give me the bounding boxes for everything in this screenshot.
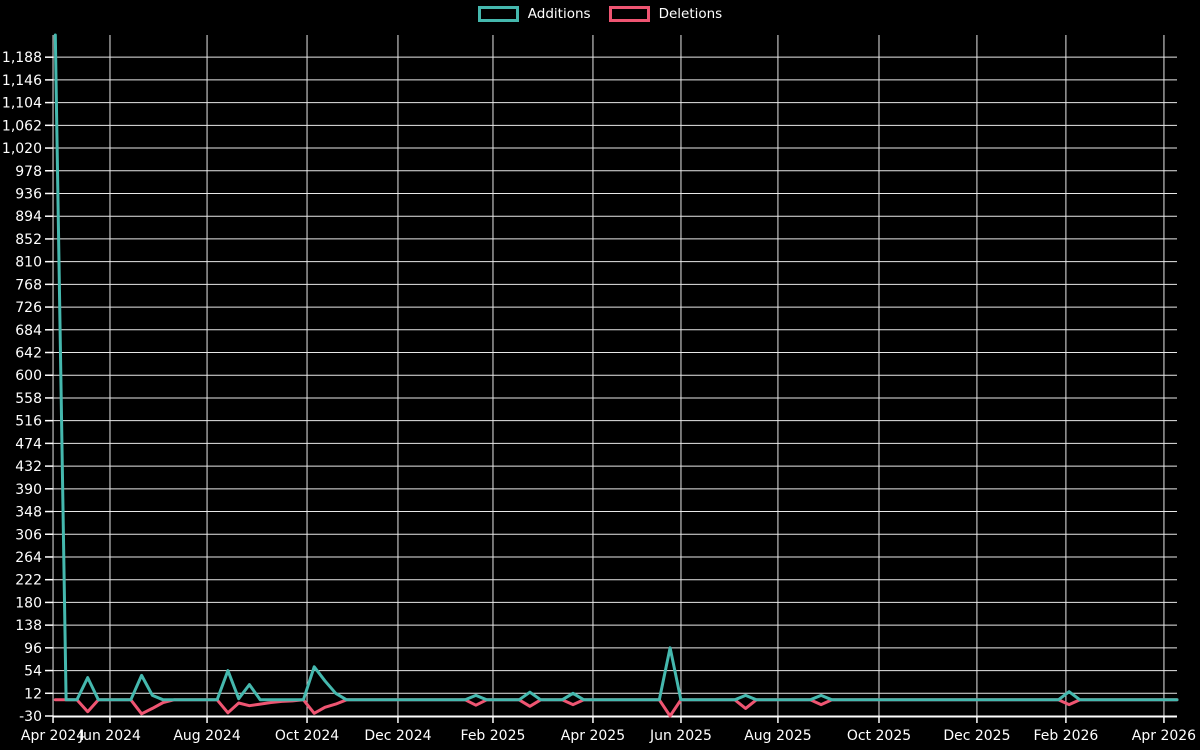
y-axis-labels: 1,188 1,146 1,104 1,062 1,020 978 936 894 852 810… bbox=[2, 50, 42, 725]
y-tick-label: 1,188 bbox=[2, 50, 42, 66]
y-tick-label: 978 bbox=[15, 164, 42, 180]
y-tick-label: 852 bbox=[15, 232, 42, 248]
x-tick-label: Dec 2025 bbox=[943, 728, 1010, 744]
x-tick-label: Jun 2025 bbox=[649, 728, 712, 744]
y-tick-label: 768 bbox=[15, 277, 42, 293]
y-gridlines bbox=[53, 56, 1177, 717]
legend-label-deletions: Deletions bbox=[658, 6, 723, 22]
legend-label-additions: Additions bbox=[527, 6, 591, 22]
x-axis-ticks bbox=[52, 716, 1165, 723]
x-tick-label: Feb 2026 bbox=[1033, 728, 1098, 744]
y-tick-label: 138 bbox=[15, 618, 42, 634]
y-tick-label: 810 bbox=[15, 255, 42, 271]
x-tick-label: Dec 2024 bbox=[364, 728, 431, 744]
y-tick-label: 222 bbox=[15, 573, 42, 589]
legend-item-additions[interactable]: Additions bbox=[477, 6, 591, 22]
y-tick-label: 1,146 bbox=[2, 73, 42, 89]
y-tick-label: 306 bbox=[15, 527, 42, 543]
y-tick-label: 96 bbox=[24, 641, 42, 657]
legend-item-deletions[interactable]: Deletions bbox=[608, 6, 723, 22]
y-tick-label: -30 bbox=[19, 709, 42, 725]
y-tick-label: 600 bbox=[15, 368, 42, 384]
y-tick-label: 558 bbox=[15, 391, 42, 407]
y-tick-label: 264 bbox=[15, 550, 42, 566]
additions-line bbox=[53, 33, 1179, 702]
y-tick-label: 642 bbox=[15, 346, 42, 362]
y-axis-ticks bbox=[45, 56, 53, 717]
y-tick-label: 474 bbox=[15, 436, 42, 452]
x-tick-label: Apr 2025 bbox=[561, 728, 625, 744]
additions-swatch-icon bbox=[477, 6, 519, 22]
y-tick-label: 1,104 bbox=[2, 96, 42, 112]
y-tick-label: 894 bbox=[15, 209, 42, 225]
x-tick-label: Jun 2024 bbox=[78, 728, 141, 744]
y-tick-label: 12 bbox=[24, 686, 42, 702]
y-tick-label: 390 bbox=[15, 482, 42, 498]
y-tick-label: 348 bbox=[15, 505, 42, 521]
x-tick-label: Aug 2024 bbox=[173, 728, 241, 744]
chart-legend: Additions Deletions bbox=[0, 6, 1200, 22]
y-tick-label: 726 bbox=[15, 300, 42, 316]
y-tick-label: 1,062 bbox=[2, 118, 42, 134]
y-tick-label: 516 bbox=[15, 414, 42, 430]
deletions-line bbox=[53, 698, 1179, 718]
y-tick-label: 432 bbox=[15, 459, 42, 475]
x-tick-label: Aug 2025 bbox=[744, 728, 811, 744]
deletions-swatch-icon bbox=[608, 6, 650, 22]
y-tick-label: 54 bbox=[24, 664, 42, 680]
x-tick-label: Oct 2024 bbox=[275, 728, 339, 744]
x-tick-label: Feb 2025 bbox=[461, 728, 526, 744]
y-tick-label: 936 bbox=[15, 186, 42, 202]
x-tick-label: Apr 2026 bbox=[1132, 728, 1196, 744]
y-tick-label: 180 bbox=[15, 595, 42, 611]
x-tick-label: Oct 2025 bbox=[847, 728, 911, 744]
x-tick-label: Apr 2024 bbox=[21, 728, 85, 744]
y-tick-label: 684 bbox=[15, 323, 42, 339]
y-tick-label: 1,020 bbox=[2, 141, 42, 157]
